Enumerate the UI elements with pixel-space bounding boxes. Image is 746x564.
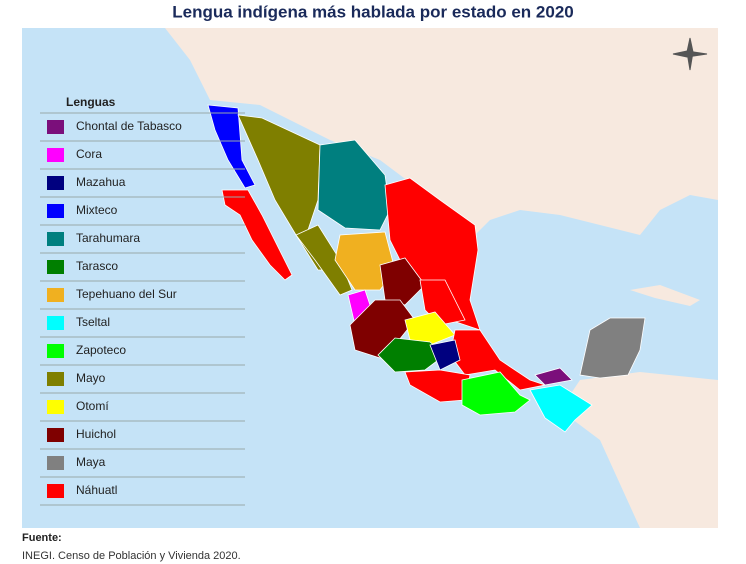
legend-swatch (47, 456, 64, 470)
source-text: INEGI. Censo de Población y Vivienda 202… (22, 550, 241, 562)
legend-label: Huichol (76, 427, 116, 441)
legend-label: Mayo (76, 371, 106, 385)
legend-label: Maya (76, 455, 106, 469)
legend-swatch (47, 372, 64, 386)
legend-title: Lenguas (66, 95, 116, 109)
state (461, 371, 531, 416)
state (317, 139, 391, 231)
legend-label: Mazahua (76, 175, 126, 189)
legend-label: Tepehuano del Sur (76, 287, 177, 301)
legend-label: Náhuatl (76, 483, 117, 497)
state (534, 367, 573, 386)
legend-label: Zapoteco (76, 343, 126, 357)
state (529, 384, 593, 433)
legend-swatch (47, 120, 64, 134)
source-label: Fuente: (22, 532, 62, 544)
legend-swatch (47, 260, 64, 274)
legend-swatch (47, 148, 64, 162)
legend-swatch (47, 176, 64, 190)
legend-label: Tarasco (76, 259, 118, 273)
land (165, 28, 718, 528)
legend-swatch (47, 232, 64, 246)
legend-swatch (47, 400, 64, 414)
states (207, 104, 646, 433)
legend-label: Tseltal (76, 315, 110, 329)
legend-swatch (47, 204, 64, 218)
state (379, 257, 426, 306)
legend-swatch (47, 288, 64, 302)
legend-label: Cora (76, 147, 102, 161)
legend-label: Mixteco (76, 203, 118, 217)
state (334, 231, 396, 291)
legend-label: Otomí (76, 399, 109, 413)
legend: Lenguas Chontal de Tabasco Cora Mazahua Mix… (40, 95, 245, 506)
state (349, 299, 416, 359)
legend-label: Tarahumara (76, 231, 140, 245)
state (295, 224, 353, 296)
legend-swatch (47, 316, 64, 330)
legend-swatch (47, 428, 64, 442)
state (221, 189, 293, 281)
state (429, 339, 461, 371)
title: Lengua indígena más hablada por estado e… (172, 2, 574, 21)
state (404, 311, 456, 346)
legend-label: Chontal de Tabasco (76, 119, 182, 133)
state (579, 317, 646, 379)
compass (672, 37, 708, 71)
state (449, 329, 547, 391)
legend-swatch (47, 344, 64, 358)
legend-swatch (47, 484, 64, 498)
